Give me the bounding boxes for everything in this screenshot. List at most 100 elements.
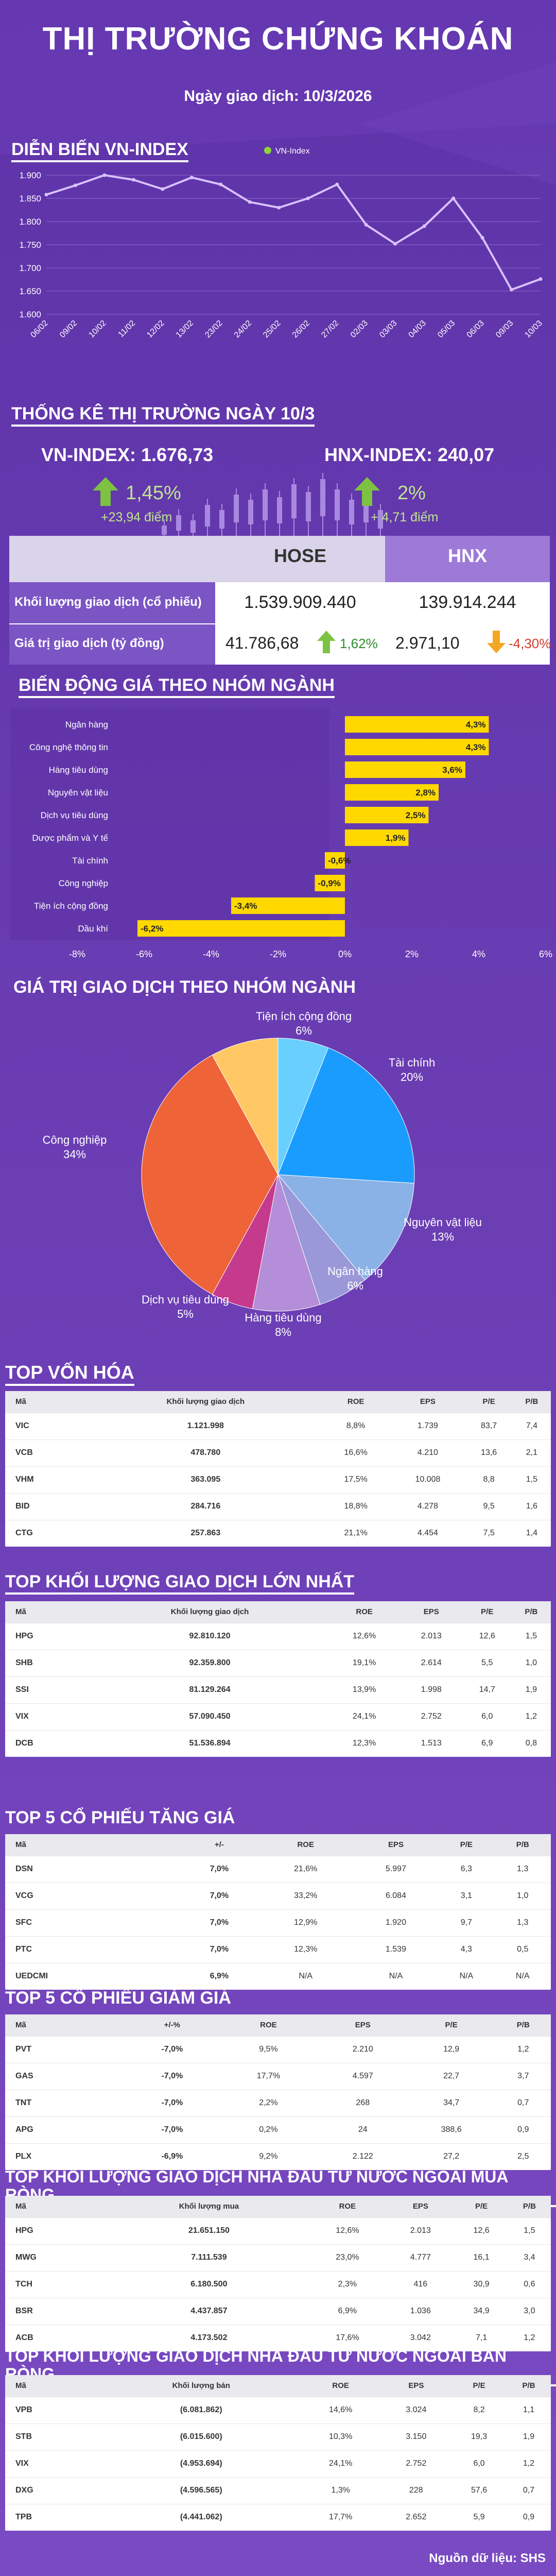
table-cell: -7,0%	[126, 2036, 219, 2063]
table-row: SSI 81.129.264 13,9% 1.998 14,7 1,9	[5, 1676, 551, 1703]
column-header: P/E	[455, 2196, 508, 2217]
column-header: Mã	[5, 2375, 102, 2397]
column-header: P/E	[465, 1391, 513, 1413]
table-cell: 2,1	[512, 1439, 551, 1466]
table-cell: 34,7	[407, 2089, 496, 2116]
table-row: VIX 57.090.450 24,1% 2.752 6,0 1,2	[5, 1703, 551, 1730]
table-cell: 24	[318, 2116, 407, 2143]
table-row: DSN 7,0% 21,6% 5.997 6,3 1,3	[5, 1855, 551, 1883]
row-volume-label: Khối lượng giao dịch (cổ phiếu)	[14, 595, 202, 609]
table-cell: SFC	[5, 1909, 181, 1936]
table-cell: 1,1	[507, 2396, 551, 2424]
table-row: TCH 6.180.500 2,3% 416 30,9 0,6	[5, 2270, 551, 2298]
trading-date: Ngày giao dịch: 10/3/2026	[184, 88, 372, 105]
table-row: PVT -7,0% 9,5% 2.210 12,9 1,2	[5, 2036, 551, 2063]
table-cell: 1.036	[386, 2297, 455, 2325]
table-cell: -7,0%	[126, 2062, 219, 2090]
table-cell: DXG	[5, 2477, 102, 2504]
y-tick-label: 1.700	[19, 263, 41, 273]
table-cell: 13,6	[465, 1439, 513, 1466]
column-header: P/E	[462, 1601, 512, 1623]
x-tick-label: 09/02	[58, 319, 79, 340]
data-point	[44, 193, 48, 197]
hnx-value-pct: -4,30%	[509, 636, 551, 651]
table-cell: 19,3	[451, 2423, 507, 2450]
column-header: EPS	[399, 1601, 463, 1623]
table-cell: TNT	[5, 2089, 126, 2116]
x-tick-label: 09/03	[494, 319, 515, 340]
table-cell: PLX	[5, 2143, 126, 2170]
table-cell: 9,5%	[218, 2036, 319, 2063]
table-cell: -7,0%	[126, 2116, 219, 2143]
bar-value-label: 1,9%	[386, 833, 406, 843]
section-title-top-volume: TOP KHỐI LƯỢNG GIAO DỊCH LỚN NHẤT	[5, 1572, 355, 1595]
table-cell: ACB	[5, 2324, 110, 2351]
col-hnx: HNX	[447, 545, 487, 566]
table-cell: 6,9	[462, 1730, 512, 1757]
table-cell: 3.024	[380, 2396, 452, 2424]
x-tick-label: -6%	[136, 949, 152, 959]
table-row: VCB 478.780 16,6% 4.210 13,6 2,1	[5, 1439, 551, 1466]
table-cell: DSN	[5, 1855, 181, 1883]
table-row: CTG 257.863 21,1% 4.454 7,5 1,4	[5, 1519, 551, 1547]
table-cell: 3,0	[508, 2297, 551, 2325]
col-hose: HOSE	[273, 545, 327, 566]
top-losers-table: Mã +/-% ROE EPS P/E P/B PVT -7,0% 9,5% 2.210 12,9 1…	[5, 2014, 551, 2170]
x-tick-label: 06/03	[465, 319, 486, 340]
table-cell: 22,7	[407, 2062, 496, 2090]
data-point	[335, 182, 339, 187]
column-header: Khối lượng giao dịch	[91, 1601, 329, 1623]
table-cell: 1,2	[507, 2450, 551, 2477]
data-point	[393, 242, 397, 246]
slice-value-label: 8%	[275, 1326, 291, 1338]
table-cell: 228	[380, 2477, 452, 2504]
x-tick-label: 04/03	[407, 319, 428, 340]
x-tick-label: 05/03	[436, 319, 457, 340]
table-cell: 10,3%	[300, 2423, 381, 2450]
table-cell: BSR	[5, 2297, 110, 2325]
table-cell: (4.596.565)	[101, 2477, 301, 2504]
table-cell: 4,3	[438, 1936, 495, 1963]
table-cell: 8,8	[465, 1466, 513, 1493]
column-header: P/B	[507, 2375, 551, 2397]
hnxindex-points: + 4,71 điểm	[371, 510, 439, 524]
x-tick-label: 10/03	[523, 319, 544, 340]
bar-value-label: 2,5%	[406, 810, 426, 820]
table-cell: 1,4	[512, 1519, 551, 1547]
table-cell: 19,1%	[328, 1649, 400, 1676]
table-cell: 17,7%	[218, 2062, 319, 2090]
bar	[325, 852, 345, 869]
column-header: ROE	[308, 2196, 387, 2217]
page-title: THỊ TRƯỜNG CHỨNG KHOÁN	[42, 21, 514, 57]
x-tick-label: 11/02	[117, 319, 137, 340]
pie-slice	[277, 1174, 415, 1280]
table-cell: 257.863	[90, 1519, 321, 1547]
hnxindex-up-arrow-icon	[354, 477, 380, 506]
table-cell: 7.111.539	[109, 2244, 309, 2271]
table-cell: 10.008	[390, 1466, 465, 1493]
table-cell: 1,9	[507, 2423, 551, 2450]
vnindex-line-chart: 1.600 1.650 1.700 1.750 1.800 1.850 1.900 06/02…	[19, 147, 544, 340]
table-cell: 2.614	[399, 1649, 463, 1676]
category-label: Ngân hàng	[65, 720, 108, 730]
table-cell: 8,8%	[321, 1412, 391, 1439]
y-tick-label: 1.800	[19, 217, 41, 227]
table-cell: 8,2	[451, 2396, 507, 2424]
column-header: Mã	[5, 1391, 90, 1413]
hose-value-up-arrow-icon	[317, 631, 336, 653]
slice-label: Nguyên vật liệu	[404, 1216, 482, 1229]
x-tick-label: 25/02	[262, 319, 282, 340]
table-cell: 16,1	[455, 2244, 508, 2271]
table-row: PLX -6,9% 9,2% 2.122 27,2 2,5	[5, 2143, 551, 2170]
x-tick-label: -2%	[270, 949, 286, 959]
category-label: Tài chính	[72, 856, 108, 866]
table-row: HPG 92.810.120 12,6% 2.013 12,6 1,5	[5, 1622, 551, 1650]
vnindex-up-arrow-icon	[93, 477, 118, 506]
table-cell: 13,9%	[328, 1676, 400, 1703]
x-tick-label: 2%	[405, 949, 419, 959]
x-tick-label: 4%	[472, 949, 485, 959]
x-tick-label: 06/02	[29, 319, 49, 340]
data-point	[277, 206, 281, 210]
table-row: VIX (4.953.694) 24,1% 2.752 6,0 1,2	[5, 2450, 551, 2477]
table-cell: 7,4	[512, 1412, 551, 1439]
